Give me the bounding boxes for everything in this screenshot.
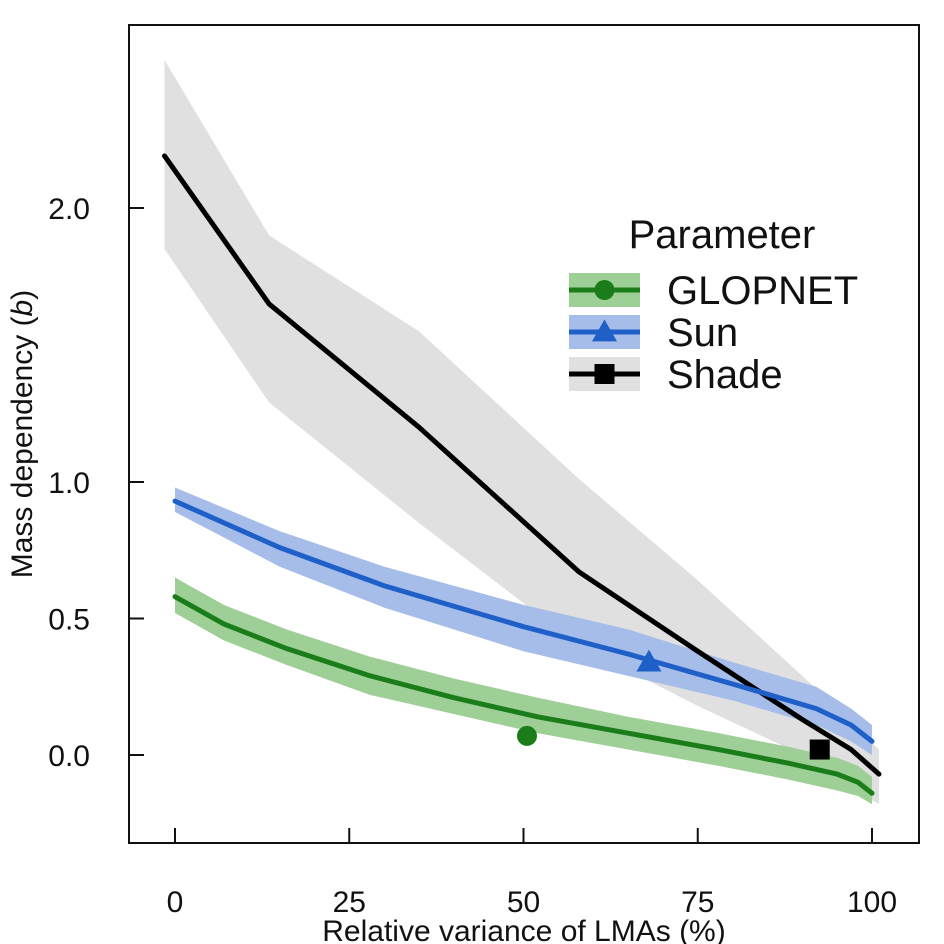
y-axis-label: Mass dependency (b) [6, 290, 39, 579]
y-axis-label-pre: Mass dependency ( [6, 316, 39, 578]
legend-label-shade: Shade [667, 353, 783, 397]
confidence-bands [164, 60, 879, 805]
shade-line [162, 153, 882, 777]
legend-label-sun: Sun [667, 311, 738, 355]
legend-item-glopnet: GLOPNET [569, 269, 858, 313]
x-tick-label-25: 25 [333, 886, 366, 919]
sun-marker [636, 649, 662, 672]
x-axis: 0 25 50 75 100 [167, 828, 897, 919]
legend-marker-sun [592, 319, 617, 342]
sun-band [175, 487, 872, 755]
x-tick-label-0: 0 [167, 886, 184, 919]
y-tick-label-0: 0.0 [48, 740, 90, 773]
glopnet-line [172, 594, 875, 796]
series-markers [516, 649, 830, 760]
y-axis-label-post: ) [6, 290, 39, 300]
y-tick-label-1: 1.0 [48, 467, 90, 500]
y-axis: 0.0 0.5 1.0 2.0 [48, 193, 144, 773]
x-tick-label-100: 100 [847, 886, 897, 919]
x-tick-label-75: 75 [681, 886, 714, 919]
legend-title: Parameter [629, 213, 816, 257]
y-tick-label-0-5: 0.5 [48, 604, 90, 637]
legend-label-glopnet: GLOPNET [667, 269, 858, 313]
x-axis-label: Relative variance of LMAs (%) [322, 915, 725, 944]
legend-item-sun: Sun [569, 311, 738, 355]
legend-marker-glopnet [594, 280, 615, 300]
x-tick-label-50: 50 [507, 886, 540, 919]
shade-marker [809, 739, 830, 760]
shade-band [164, 60, 879, 805]
legend-item-shade: Shade [569, 353, 783, 397]
glopnet-marker [516, 725, 537, 746]
legend-marker-shade [594, 364, 615, 384]
series-lines [162, 153, 882, 796]
y-tick-label-2: 2.0 [48, 193, 90, 226]
sun-line [172, 498, 875, 744]
y-axis-label-var: b [6, 300, 39, 317]
